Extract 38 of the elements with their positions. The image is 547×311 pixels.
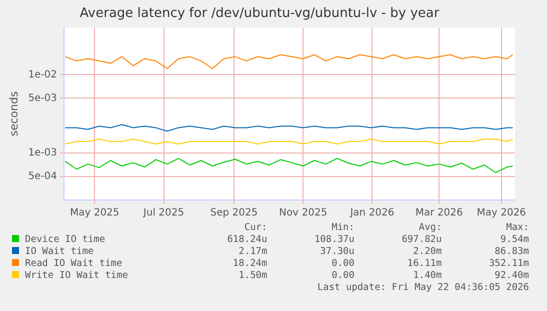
text: 9.54m xyxy=(499,234,529,246)
text: 92.40m xyxy=(494,270,529,282)
text: 86.83m xyxy=(494,246,529,258)
text: 2.20m xyxy=(412,246,442,258)
text: 1.50m xyxy=(238,270,268,282)
legend-label: Write IO Wait time xyxy=(25,270,128,281)
x-tick-label: Sep 2025 xyxy=(210,208,258,219)
x-tick-label: May 2025 xyxy=(70,208,120,219)
y-tick-label: 5e-04 xyxy=(28,171,58,182)
text: 352.11m xyxy=(488,258,529,270)
text: 618.24u xyxy=(226,234,268,246)
text: 0.00 xyxy=(330,258,354,270)
text: Min: xyxy=(330,222,354,234)
text: Cur: xyxy=(243,222,268,234)
x-tick-label: Nov 2025 xyxy=(279,208,328,219)
text: 18.24m xyxy=(232,258,268,270)
text: 37.30u xyxy=(319,246,354,258)
x-tick-label: May 2026 xyxy=(476,208,526,219)
text: 2.17m xyxy=(238,246,268,258)
y-tick-label: 1e-03 xyxy=(28,148,58,158)
x-tick-label: Mar 2026 xyxy=(415,208,463,219)
text: 0.00 xyxy=(330,270,354,282)
chart-title: Average latency for /dev/ubuntu-vg/ubuntu-lv - by year xyxy=(80,6,440,22)
legend-label: Device IO time xyxy=(25,234,106,245)
x-tick-label: Jan 2026 xyxy=(349,208,394,219)
text: 16.11m xyxy=(406,258,442,270)
text: Avg: xyxy=(418,222,442,234)
y-axis-title: seconds xyxy=(7,91,20,136)
text: Last update: Fri May 22 04:36:05 2026 xyxy=(316,282,529,294)
text: 108.37u xyxy=(313,234,354,246)
y-tick-label: 5e-03 xyxy=(28,92,58,104)
legend-label: IO Wait time xyxy=(25,246,94,257)
text: 1.40m xyxy=(412,270,442,282)
x-tick-label: Jul 2025 xyxy=(142,208,184,219)
y-tick-label: 1e-02 xyxy=(28,69,58,80)
legend-label: Read IO Wait time xyxy=(25,258,122,269)
text: 697.82u xyxy=(400,234,442,246)
text: Max: xyxy=(505,222,529,234)
